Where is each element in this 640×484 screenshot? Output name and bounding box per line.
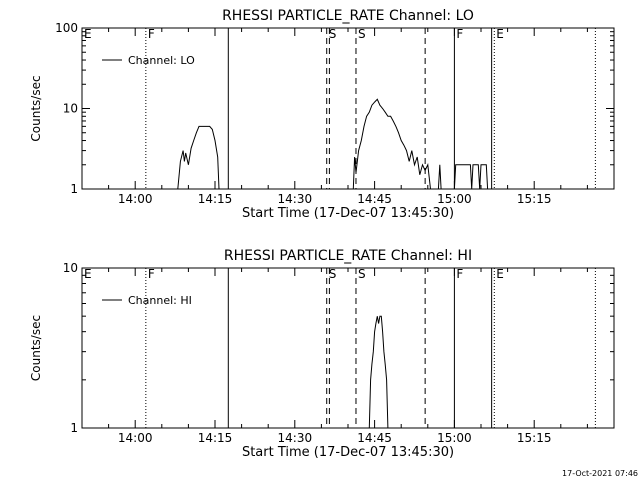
data-series-line xyxy=(368,315,389,428)
event-marker-label: S xyxy=(358,267,366,281)
x-tick-label: 14:15 xyxy=(198,431,233,445)
legend-label: Channel: LO xyxy=(128,54,195,67)
y-tick-label: 1 xyxy=(70,182,78,196)
plot-frame xyxy=(81,267,615,429)
chart-title: RHESSI PARTICLE_RATE Channel: HI xyxy=(224,248,472,264)
footer-timestamp: 17-Oct-2021 07:46 xyxy=(562,469,638,478)
plot-frame xyxy=(81,27,615,190)
event-marker-label: F xyxy=(148,27,155,41)
x-tick-label: 14:30 xyxy=(278,192,313,206)
data-series-line xyxy=(437,164,442,189)
data-series-line xyxy=(352,98,431,189)
event-marker-label: F xyxy=(148,267,155,281)
x-tick-label: 14:45 xyxy=(357,192,392,206)
y-tick-label: 1 xyxy=(70,421,78,435)
x-tick-label: 15:00 xyxy=(437,192,472,206)
y-axis-label: Counts/sec xyxy=(29,315,43,381)
x-axis-label: Start Time (17-Dec-07 13:45:30) xyxy=(242,445,454,460)
event-marker-label: S xyxy=(329,267,337,281)
y-tick-label: 10 xyxy=(63,261,78,275)
y-tick-label: 10 xyxy=(63,102,78,116)
x-tick-label: 14:00 xyxy=(118,192,153,206)
x-tick-label: 15:00 xyxy=(437,431,472,445)
event-marker-label: S xyxy=(358,27,366,41)
legend-label: Channel: HI xyxy=(128,294,192,307)
event-marker-label: S xyxy=(329,27,337,41)
y-axis-label: Counts/sec xyxy=(29,75,43,141)
y-tick-label: 100 xyxy=(55,21,78,35)
chart-title: RHESSI PARTICLE_RATE Channel: LO xyxy=(222,8,474,24)
data-series-line xyxy=(453,164,489,189)
x-tick-label: 15:15 xyxy=(517,431,552,445)
x-tick-label: 14:45 xyxy=(357,431,392,445)
x-tick-label: 14:00 xyxy=(118,431,153,445)
x-tick-label: 14:15 xyxy=(198,192,233,206)
x-tick-label: 15:15 xyxy=(517,192,552,206)
event-marker-label: E xyxy=(84,267,92,281)
x-axis-label: Start Time (17-Dec-07 13:45:30) xyxy=(242,206,454,221)
event-marker-label: F xyxy=(456,27,463,41)
event-marker-label: E xyxy=(496,267,504,281)
x-tick-label: 14:30 xyxy=(278,431,313,445)
event-marker-label: F xyxy=(456,267,463,281)
event-marker-label: E xyxy=(84,27,92,41)
event-marker-label: E xyxy=(496,27,504,41)
chart-panel-2: RHESSI PARTICLE_RATE Channel: HI 14:00 14:… xyxy=(29,248,615,460)
data-series-line xyxy=(177,125,220,189)
chart-panel-1: RHESSI PARTICLE_RATE Channel: LO 14:00 14:… xyxy=(29,8,615,221)
